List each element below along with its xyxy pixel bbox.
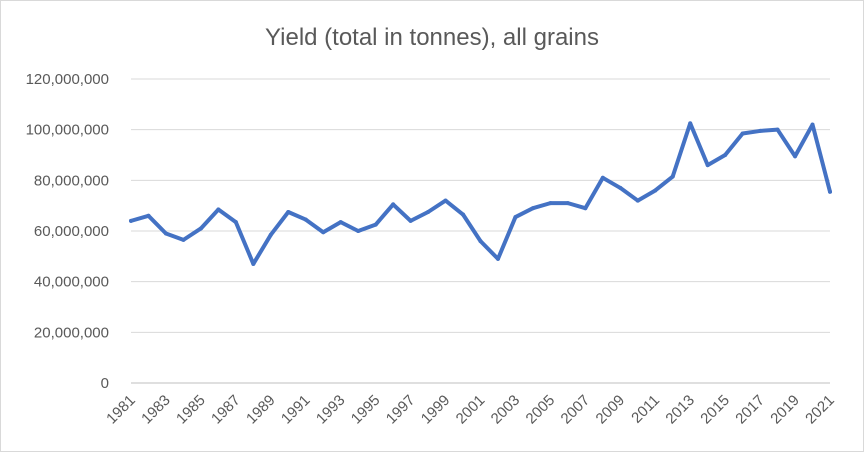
data-point (583, 206, 588, 211)
data-point (828, 189, 832, 194)
data-point (600, 175, 605, 180)
data-point (391, 202, 396, 207)
data-point (705, 163, 710, 168)
gridlines (131, 78, 830, 384)
data-point (495, 256, 500, 261)
data-point (793, 154, 798, 159)
data-point (653, 188, 658, 193)
x-tick-label: 2001 (453, 392, 489, 428)
data-point (251, 261, 256, 266)
y-tick-label: 0 (101, 375, 109, 392)
data-point (478, 239, 483, 244)
y-tick-label: 60,000,000 (34, 223, 109, 240)
y-tick-label: 80,000,000 (34, 172, 109, 189)
data-point (810, 122, 815, 127)
data-point (181, 237, 186, 242)
data-point (548, 201, 553, 206)
data-point (565, 201, 570, 206)
data-point (513, 215, 518, 220)
x-tick-label: 2019 (767, 392, 803, 428)
x-tick-label: 1985 (173, 392, 209, 428)
data-point (758, 128, 763, 133)
data-point (356, 229, 361, 233)
x-tick-label: 2009 (593, 392, 629, 428)
data-point (775, 127, 780, 132)
data-point (618, 185, 623, 190)
x-tick-label: 2015 (697, 392, 733, 428)
data-point (635, 198, 640, 203)
y-tick-label: 120,000,000 (26, 71, 109, 88)
x-axis-ticks: 1981 1983 1985 1987 1989 1991 1993 1995 1997 1999… (103, 392, 838, 428)
data-point (408, 218, 413, 223)
x-tick-label: 1995 (348, 392, 384, 428)
x-tick-label: 1987 (208, 392, 244, 428)
data-point (338, 220, 343, 225)
y-tick-label: 100,000,000 (26, 122, 109, 139)
series-layer (129, 121, 832, 266)
data-point (530, 206, 535, 211)
x-tick-label: 2021 (802, 392, 838, 428)
y-axis-ticks: 0 20,000,000 40,000,000 60,000,000 80,000,00… (26, 71, 109, 392)
x-tick-label: 2017 (732, 392, 768, 428)
chart-title: Yield (total in tonnes), all grains (265, 24, 599, 51)
x-tick-label: 1991 (278, 392, 314, 428)
data-point (373, 222, 378, 227)
x-tick-label: 2003 (488, 392, 524, 428)
x-tick-label: 1989 (243, 392, 279, 428)
data-point (198, 226, 203, 231)
data-point (670, 174, 675, 179)
data-point (303, 217, 308, 222)
data-point (688, 121, 693, 126)
data-point (286, 210, 291, 214)
y-tick-label: 40,000,000 (34, 274, 109, 291)
data-point (321, 230, 326, 235)
data-point (233, 220, 238, 225)
data-point (163, 231, 168, 236)
x-tick-label: 2005 (523, 392, 559, 428)
x-tick-label: 1993 (313, 392, 349, 428)
x-tick-label: 1999 (418, 392, 454, 428)
data-point (426, 210, 431, 214)
data-point (129, 218, 133, 223)
data-point (461, 212, 466, 217)
x-tick-label: 2013 (662, 392, 698, 428)
x-tick-label: 1981 (103, 392, 139, 428)
data-point (723, 153, 728, 157)
x-tick-label: 2011 (628, 392, 663, 427)
data-point (268, 232, 273, 237)
data-point (740, 131, 745, 136)
x-tick-label: 2007 (558, 392, 594, 428)
y-tick-label: 20,000,000 (34, 324, 109, 341)
data-point (216, 207, 221, 212)
x-tick-label: 1997 (383, 392, 419, 428)
x-tick-label: 1983 (138, 392, 174, 428)
data-point (443, 198, 448, 203)
data-point (146, 213, 151, 218)
